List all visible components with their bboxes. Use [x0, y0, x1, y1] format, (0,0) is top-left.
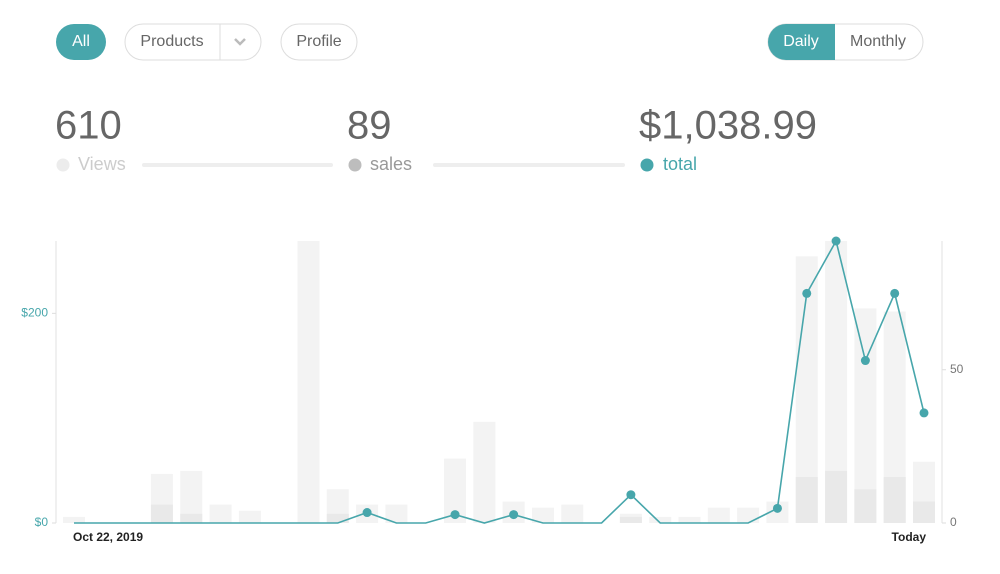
bar [326, 513, 349, 523]
dropdown-chevron[interactable] [234, 38, 246, 46]
filter-label[interactable]: All [72, 33, 90, 50]
bar [238, 510, 261, 523]
x-tick-label: Today [892, 530, 927, 544]
stat-value: 610 [55, 104, 122, 148]
line [74, 238, 925, 524]
filter-profile[interactable] [280, 23, 358, 61]
period-label[interactable]: Monthly [850, 33, 906, 50]
stat-value: 89 [347, 104, 392, 148]
y2-tick-label: 0 [950, 515, 957, 529]
bar [150, 504, 173, 523]
filter-label[interactable]: Profile [296, 33, 341, 50]
bar [180, 513, 203, 523]
x-tick-label: Oct 22, 2019 [73, 530, 143, 544]
bar [795, 477, 818, 523]
bar [854, 489, 877, 523]
y2-tick-label: 50 [950, 362, 964, 376]
legend-label[interactable]: total [663, 154, 697, 174]
bar [444, 458, 467, 523]
bar [883, 477, 906, 523]
y-tick-label: $200 [21, 306, 48, 320]
filter-label[interactable]: Products [140, 33, 203, 50]
bar [297, 241, 320, 523]
bar [678, 516, 701, 523]
bar [561, 504, 584, 523]
bar [63, 516, 85, 523]
bar [707, 507, 730, 523]
bar [473, 421, 496, 523]
bar [913, 501, 935, 523]
bar [737, 507, 760, 523]
stat-value: $1,038.99 [639, 104, 817, 148]
bar [619, 516, 642, 523]
bar [209, 504, 232, 523]
filter-products[interactable] [124, 23, 262, 61]
legend-dot [56, 158, 70, 172]
point [772, 503, 782, 513]
legend-dot [640, 158, 654, 172]
y-tick-label: $0 [35, 515, 49, 529]
point [831, 236, 841, 246]
bar [795, 256, 818, 523]
legend-label[interactable]: sales [370, 154, 412, 174]
chart: $0 $200 0 50 Oct 22, 2019 Today [21, 236, 964, 544]
bar [825, 470, 848, 523]
filter-all[interactable] [56, 24, 106, 60]
legend-dot [348, 158, 362, 172]
stat-bar [433, 163, 625, 167]
bar [385, 504, 408, 523]
point [860, 356, 870, 366]
point [919, 408, 929, 418]
point [509, 510, 519, 520]
point [802, 288, 812, 298]
period-label[interactable]: Daily [783, 33, 819, 50]
legend-label[interactable]: Views [78, 154, 126, 174]
period-daily[interactable] [768, 24, 835, 60]
bar [649, 516, 672, 523]
point [362, 508, 372, 518]
point [626, 490, 636, 500]
bar [180, 470, 203, 523]
point [450, 510, 460, 520]
bar [883, 311, 906, 523]
bar [531, 507, 554, 523]
stat-bar [142, 163, 333, 167]
bar [854, 308, 877, 523]
point [890, 288, 900, 298]
bar [825, 241, 848, 523]
